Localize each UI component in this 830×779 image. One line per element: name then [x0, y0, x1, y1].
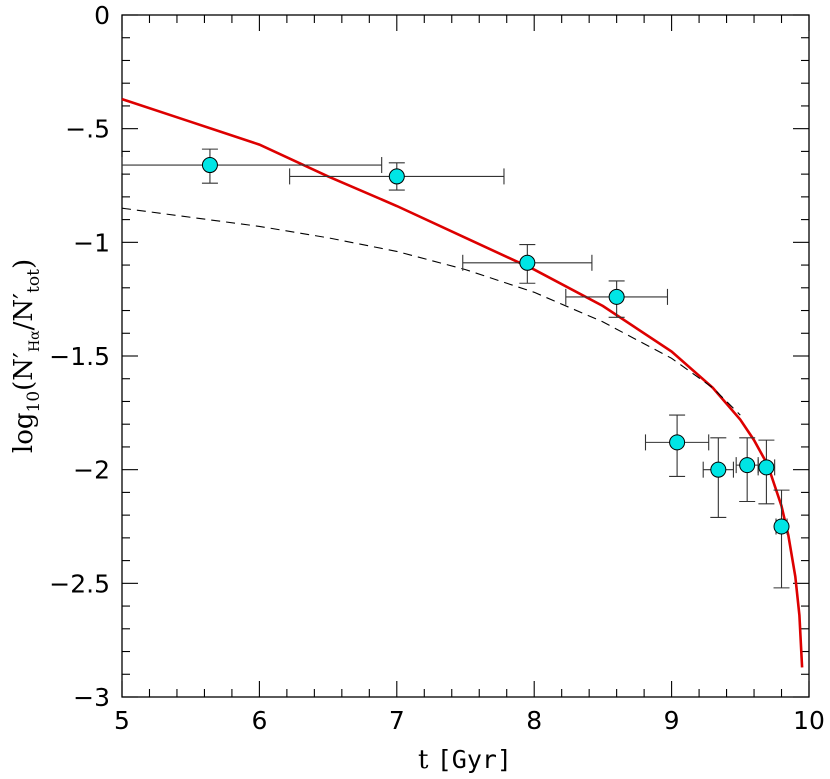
x-tick-label: 10 [793, 706, 825, 735]
data-markers [201, 157, 790, 535]
y-tick-label: −1 [73, 228, 110, 257]
model-curves [121, 97, 804, 668]
data-point [608, 288, 625, 305]
data-point [739, 457, 756, 474]
dashed-model-curve [121, 207, 741, 416]
data-point [758, 459, 775, 476]
x-tick-label: 9 [664, 706, 680, 735]
data-point [388, 168, 405, 185]
data-point [669, 434, 686, 451]
x-tick-label: 6 [251, 706, 267, 735]
x-tick-label: 5 [114, 706, 130, 735]
data-point [519, 254, 536, 271]
y-tick-label: −.5 [65, 115, 110, 144]
data-point [710, 461, 727, 478]
y-tick-label: 0 [94, 1, 110, 30]
x-tick-label: 7 [389, 706, 405, 735]
red-model-curve [121, 97, 804, 668]
y-tick-label: −2.5 [49, 569, 110, 598]
axis-ticks [121, 14, 810, 698]
data-point [773, 518, 790, 535]
y-tick-labels: 0 −.5 −1 −1.5 −2 −2.5 −3 [49, 1, 110, 712]
x-tick-labels: 5 6 7 8 9 10 [114, 706, 825, 735]
plot-frame [121, 14, 810, 698]
x-tick-label: 8 [526, 706, 542, 735]
data-point [201, 157, 218, 174]
x-axis-title: t [Gyr] [418, 745, 512, 775]
y-axis-title: log10(N′Hα/N′tot) [9, 259, 44, 453]
y-tick-label: −2 [73, 456, 110, 485]
y-tick-label: −3 [73, 683, 110, 712]
y-tick-label: −1.5 [49, 342, 110, 371]
